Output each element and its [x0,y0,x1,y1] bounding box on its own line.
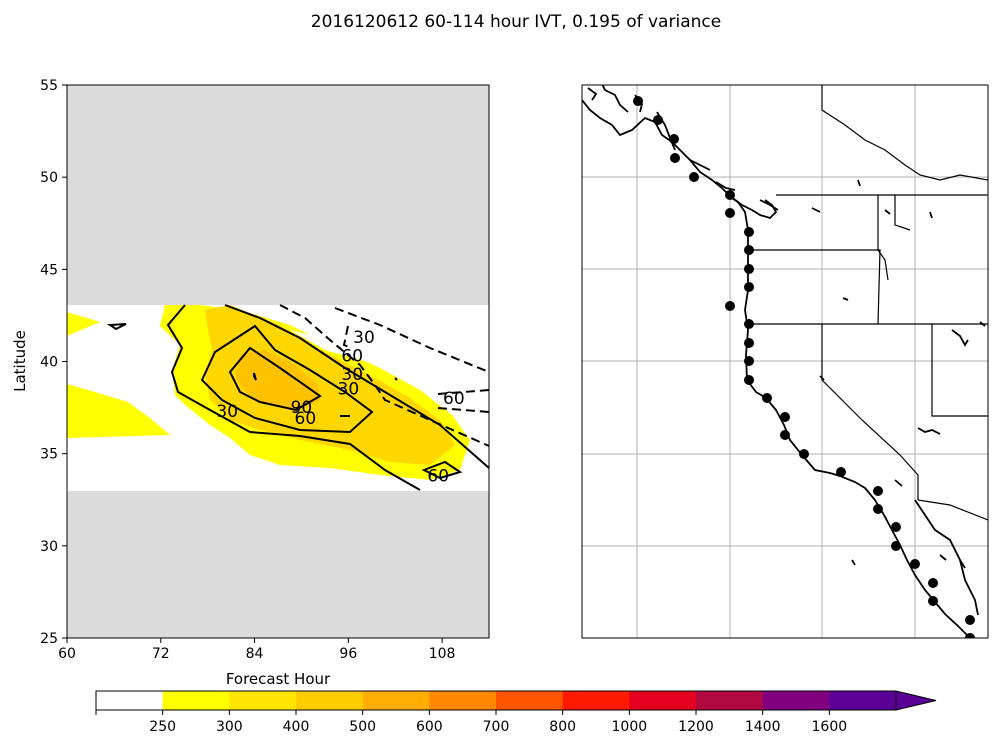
colorbar-tick-label: 400 [283,719,310,735]
colorbar-tick-label: 300 [216,719,243,735]
masked-region-north [67,85,489,305]
figure-title: 2016120612 60-114 hour IVT, 0.195 of var… [311,12,721,32]
station-marker [744,338,754,348]
contour-label: 60 [295,409,317,429]
colorbar-segment [496,691,564,710]
station-marker [873,504,883,514]
station-marker [910,559,920,569]
station-marker [744,375,754,385]
station-marker [689,172,699,182]
y-tick-label: 25 [40,631,58,647]
colorbar-tick-label: 1600 [812,719,848,735]
x-tick-label: 108 [429,646,456,662]
colorbar-segment [829,691,897,710]
station-marker [633,96,643,106]
station-marker [725,301,735,311]
colorbar-tick-label: 250 [149,719,176,735]
y-tick-label: 35 [40,447,58,463]
contour-label: 30 [353,328,375,348]
colorbar-segment [762,691,830,710]
x-axis: 60 72 84 96 108 [58,638,455,662]
x-tick-label: 96 [339,646,357,662]
station-marker [873,486,883,496]
station-marker [928,596,938,606]
station-marker [891,541,901,551]
colorbar-segment [229,691,297,710]
colorbar-extend-arrow [895,690,937,711]
colorbar-segment [362,691,430,710]
map-panel [581,84,989,639]
station-marker [744,264,754,274]
station-marker [762,393,772,403]
station-marker [780,430,790,440]
station-marker [744,227,754,237]
station-markers [633,96,975,638]
colorbar-tick-label: 700 [483,719,510,735]
ivt-fill-300 [205,305,455,465]
station-marker [928,578,938,588]
station-marker [744,319,754,329]
contour-label: 60 [341,347,363,367]
ivt-fill-400 [236,350,320,410]
y-tick-label: 45 [40,262,58,278]
y-tick-label: 50 [40,170,58,186]
colorbar-tick-label: 800 [549,719,576,735]
station-marker [965,615,975,625]
station-marker [670,153,680,163]
y-tick-label: 40 [40,355,58,371]
contour-label: 90 [291,398,313,418]
colorbar-tick-label: 600 [416,719,443,735]
colorbar-segment [429,691,497,710]
x-tick-label: 72 [152,646,170,662]
masked-region-south [67,491,489,638]
contour-lines-dashed [279,304,489,447]
colorbar-tick-label: 1200 [678,719,714,735]
political-borders [748,85,988,521]
colorbar: 250 300 400 500 600 700 800 1000 1200 1400 1600 [95,690,937,735]
colorbar-tick-label: 500 [349,719,376,735]
map-axes-frame [581,84,989,639]
station-marker [744,282,754,292]
station-marker [891,522,901,532]
station-marker [780,412,790,422]
colorbar-segment [96,691,164,710]
station-marker [836,467,846,477]
station-marker [653,115,663,125]
x-tick-label: 60 [58,646,76,662]
contour-label: 60 [443,389,465,409]
colorbar-tick-label: 1000 [612,719,648,735]
contour-label: 30 [341,365,363,385]
station-marker [744,356,754,366]
y-tick-label: 30 [40,539,58,555]
station-marker [965,633,975,638]
colorbar-segment [629,691,697,710]
colorbar-tick-label: 1400 [745,719,781,735]
contour-label: 60 [427,466,449,486]
contour-label: 30 [216,402,238,422]
station-marker [799,449,809,459]
coastline [582,85,986,638]
colorbar-segment [696,691,764,710]
contour-label: 30 [338,380,360,400]
colorbar-segment [296,691,364,710]
y-axis: 25 30 35 40 45 50 55 [40,78,67,647]
x-tick-label: 84 [246,646,264,662]
station-marker [744,245,754,255]
colorbar-segment [162,691,230,710]
y-axis-label: Latitude [11,330,29,392]
x-axis-label: Forecast Hour [226,670,331,688]
station-marker [669,134,679,144]
y-tick-label: 55 [40,78,58,94]
colorbar-segment [562,691,630,710]
station-marker [725,190,735,200]
station-marker [725,208,735,218]
